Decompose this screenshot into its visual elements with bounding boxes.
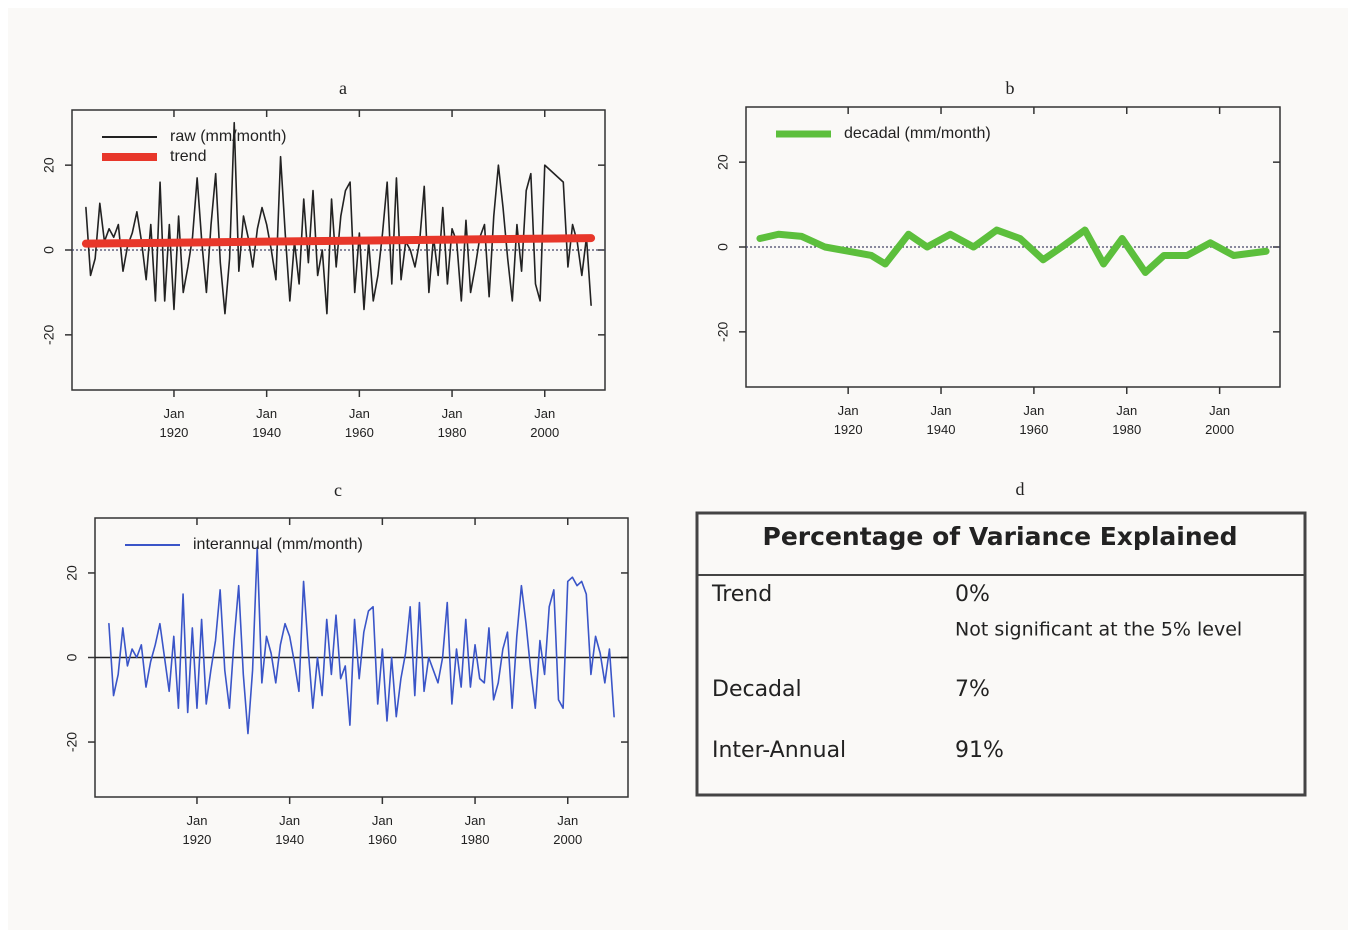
- x-tick-label: Jan 2000: [530, 406, 560, 440]
- legend-label: decadal (mm/month): [844, 125, 991, 142]
- y-tick-label: 20: [64, 565, 80, 581]
- x-tick-label: Jan 1960: [344, 406, 374, 440]
- x-tick-label: Jan 1940: [275, 813, 305, 847]
- panel-label: a: [339, 78, 347, 98]
- background: [8, 8, 1348, 930]
- table-frame: [695, 511, 1307, 797]
- y-tick-label: 0: [64, 653, 80, 661]
- x-tick-label: Jan 2000: [553, 813, 583, 847]
- legend-label: interannual (mm/month): [193, 536, 363, 553]
- y-tick-label: -20: [715, 322, 731, 342]
- x-tick-label: Jan 1940: [252, 406, 282, 440]
- x-tick-label: Jan 1920: [833, 403, 863, 437]
- x-tick-label: Jan 2000: [1205, 403, 1235, 437]
- legend-label: trend: [170, 148, 206, 165]
- x-tick-label: Jan 1960: [1019, 403, 1049, 437]
- row-value: 7%: [955, 677, 990, 702]
- legend-label: raw (mm/month): [170, 128, 286, 145]
- x-tick-label: Jan 1960: [367, 813, 397, 847]
- row-label: Decadal: [712, 677, 802, 702]
- x-tick-label: Jan 1980: [1112, 403, 1142, 437]
- data-line: [756, 226, 1270, 276]
- row-value: 0%: [955, 582, 990, 607]
- data-line: [85, 121, 592, 315]
- y-tick-label: -20: [64, 732, 80, 752]
- y-tick-label: 0: [715, 243, 731, 251]
- row-note: Not significant at the 5% level: [955, 619, 1242, 641]
- y-tick-label: 20: [715, 154, 731, 170]
- panel-label: b: [1006, 78, 1015, 98]
- y-tick-label: 0: [41, 246, 57, 254]
- y-tick-label: -20: [41, 325, 57, 345]
- data-line: [108, 546, 615, 735]
- x-tick-label: Jan 1920: [182, 813, 212, 847]
- row-value: 91%: [955, 738, 1004, 763]
- x-tick-label: Jan 1980: [437, 406, 467, 440]
- x-tick-label: Jan 1920: [159, 406, 189, 440]
- row-label: Inter-Annual: [712, 738, 846, 763]
- table-title: Percentage of Variance Explained: [763, 522, 1238, 551]
- x-tick-label: Jan 1940: [926, 403, 956, 437]
- x-tick-label: Jan 1980: [460, 813, 490, 847]
- row-label: Trend: [711, 582, 772, 607]
- y-tick-label: 20: [41, 157, 57, 173]
- data-line: [81, 234, 596, 248]
- panel-label: d: [1016, 479, 1025, 499]
- panel-label: c: [334, 480, 342, 500]
